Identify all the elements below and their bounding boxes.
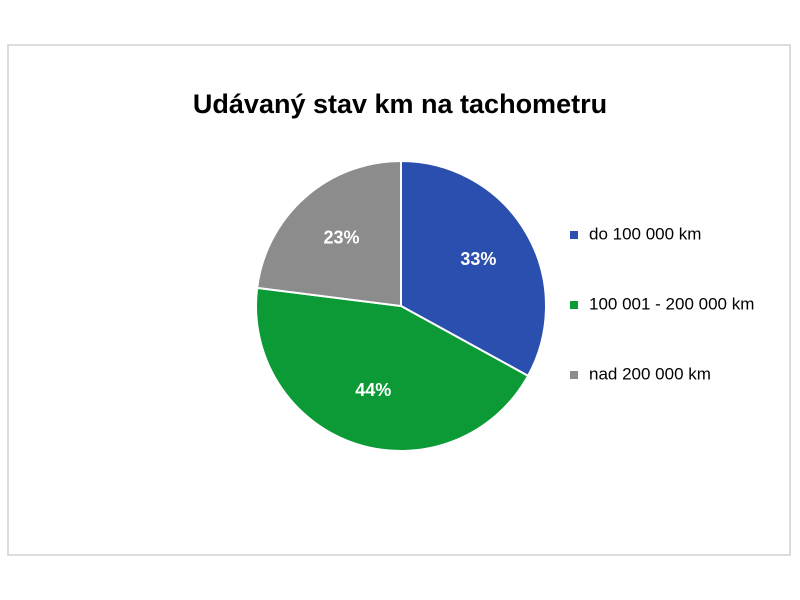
legend-label: 100 001 - 200 000 km: [589, 294, 754, 313]
chart-title: Udávaný stav km na tachometru: [193, 89, 607, 119]
legend-label: nad 200 000 km: [589, 364, 711, 383]
pie-slice: [256, 159, 402, 308]
pie-slice: [255, 286, 530, 452]
data-label: 23%: [324, 227, 360, 247]
legend-marker: [570, 371, 578, 379]
legend-marker: [570, 301, 578, 309]
pie-slice: [400, 159, 547, 378]
legend-marker: [570, 231, 578, 239]
data-label: 44%: [355, 380, 391, 400]
data-label: 33%: [460, 249, 496, 269]
legend-label: do 100 000 km: [589, 224, 701, 243]
